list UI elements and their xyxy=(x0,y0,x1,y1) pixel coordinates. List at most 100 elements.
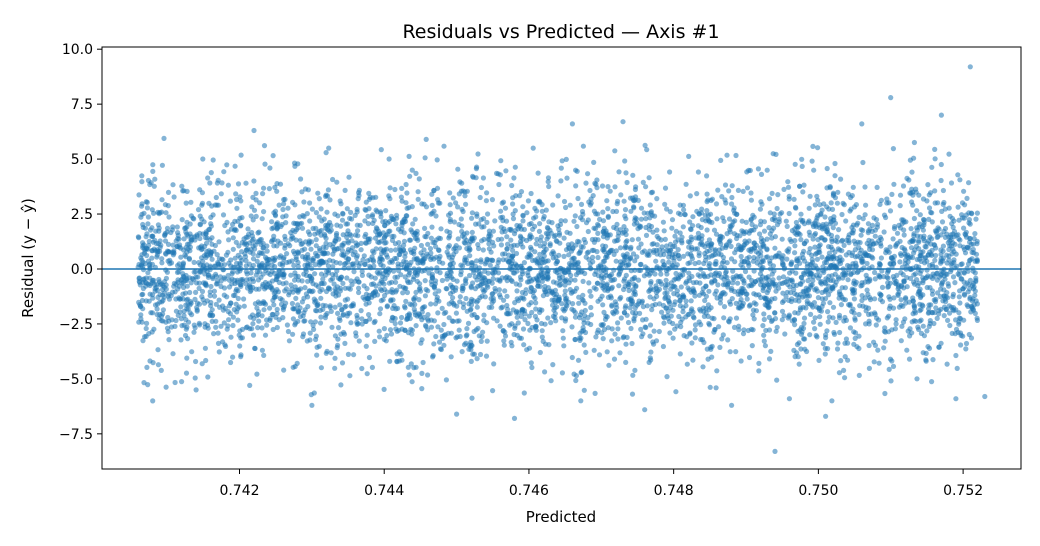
scatter-point xyxy=(938,177,944,184)
scatter-point xyxy=(785,315,791,321)
scatter-point xyxy=(847,301,853,307)
scatter-point xyxy=(580,325,586,331)
scatter-point xyxy=(291,262,297,269)
scatter-point xyxy=(470,351,476,357)
scatter-point xyxy=(741,230,747,237)
scatter-point xyxy=(648,349,654,355)
scatter-point xyxy=(653,338,660,344)
scatter-point xyxy=(497,277,503,283)
scatter-point xyxy=(574,223,580,230)
scatter-point xyxy=(610,309,616,315)
scatter-point xyxy=(443,285,449,292)
scatter-point xyxy=(579,297,585,303)
scatter-point xyxy=(255,325,261,331)
scatter-point xyxy=(473,221,479,227)
scatter-point xyxy=(721,304,728,310)
scatter-point xyxy=(856,311,862,318)
scatter-point xyxy=(911,272,917,278)
scatter-point xyxy=(593,269,599,275)
scatter-point xyxy=(232,280,238,287)
scatter-point xyxy=(185,301,191,307)
scatter-point xyxy=(575,195,581,202)
scatter-point xyxy=(830,225,836,231)
scatter-point xyxy=(623,239,629,245)
scatter-point xyxy=(789,278,795,285)
scatter-point xyxy=(521,260,528,266)
scatter-point xyxy=(938,340,944,346)
scatter-point xyxy=(584,250,590,256)
scatter-point xyxy=(799,274,805,281)
scatter-point xyxy=(920,216,927,223)
scatter-point xyxy=(726,239,732,245)
scatter-point xyxy=(539,328,545,334)
scatter-point xyxy=(839,211,845,218)
scatter-point xyxy=(897,238,903,244)
scatter-point xyxy=(430,275,436,281)
scatter-point xyxy=(568,272,574,278)
scatter-point xyxy=(726,216,733,222)
scatter-point xyxy=(820,222,826,228)
scatter-point xyxy=(902,261,908,267)
scatter-point xyxy=(603,269,609,275)
scatter-point xyxy=(344,249,351,255)
scatter-point xyxy=(872,296,878,302)
scatter-point xyxy=(229,276,235,282)
scatter-point xyxy=(339,217,346,223)
scatter-point xyxy=(838,176,844,182)
scatter-point xyxy=(747,167,753,174)
scatter-point xyxy=(368,274,374,280)
scatter-point xyxy=(779,308,786,314)
scatter-point xyxy=(614,201,620,207)
scatter-point xyxy=(365,221,371,227)
scatter-point xyxy=(342,187,348,193)
scatter-point xyxy=(181,236,187,242)
scatter-point xyxy=(202,345,208,351)
scatter-point xyxy=(484,320,490,326)
scatter-point xyxy=(844,237,850,243)
scatter-point xyxy=(384,254,390,260)
scatter-point xyxy=(208,170,214,176)
scatter-point xyxy=(388,298,394,304)
scatter-point xyxy=(407,237,414,243)
scatter-point xyxy=(392,274,398,280)
scatter-point xyxy=(751,316,757,322)
scatter-point xyxy=(445,330,451,336)
scatter-point xyxy=(569,354,575,361)
scatter-point xyxy=(186,256,193,262)
scatter-point xyxy=(863,272,869,278)
scatter-point xyxy=(701,313,708,319)
scatter-point xyxy=(791,286,797,293)
scatter-point xyxy=(184,355,190,361)
scatter-point xyxy=(347,215,353,221)
scatter-point xyxy=(963,346,969,352)
scatter-point xyxy=(338,223,344,229)
scatter-point xyxy=(322,315,328,321)
scatter-point xyxy=(769,271,775,277)
scatter-point xyxy=(221,262,227,268)
scatter-point xyxy=(608,247,614,253)
scatter-point xyxy=(259,261,265,267)
scatter-point xyxy=(631,318,637,324)
scatter-point xyxy=(825,254,832,260)
scatter-point xyxy=(403,298,409,304)
scatter-point xyxy=(459,180,465,186)
scatter-point xyxy=(476,269,482,275)
scatter-point xyxy=(578,398,584,404)
scatter-point xyxy=(480,329,486,335)
scatter-point xyxy=(573,272,580,278)
scatter-point xyxy=(380,219,386,225)
scatter-point xyxy=(428,256,434,263)
scatter-point xyxy=(857,240,863,246)
scatter-point xyxy=(864,260,870,267)
scatter-point xyxy=(453,200,459,206)
scatter-point xyxy=(617,350,623,356)
scatter-point xyxy=(350,263,356,269)
scatter-point xyxy=(193,289,199,295)
scatter-point xyxy=(765,274,771,280)
scatter-point xyxy=(400,290,406,296)
scatter-point xyxy=(412,235,418,241)
scatter-point xyxy=(154,306,160,312)
scatter-point xyxy=(469,229,475,235)
scatter-point xyxy=(933,252,939,259)
scatter-point xyxy=(457,294,463,300)
